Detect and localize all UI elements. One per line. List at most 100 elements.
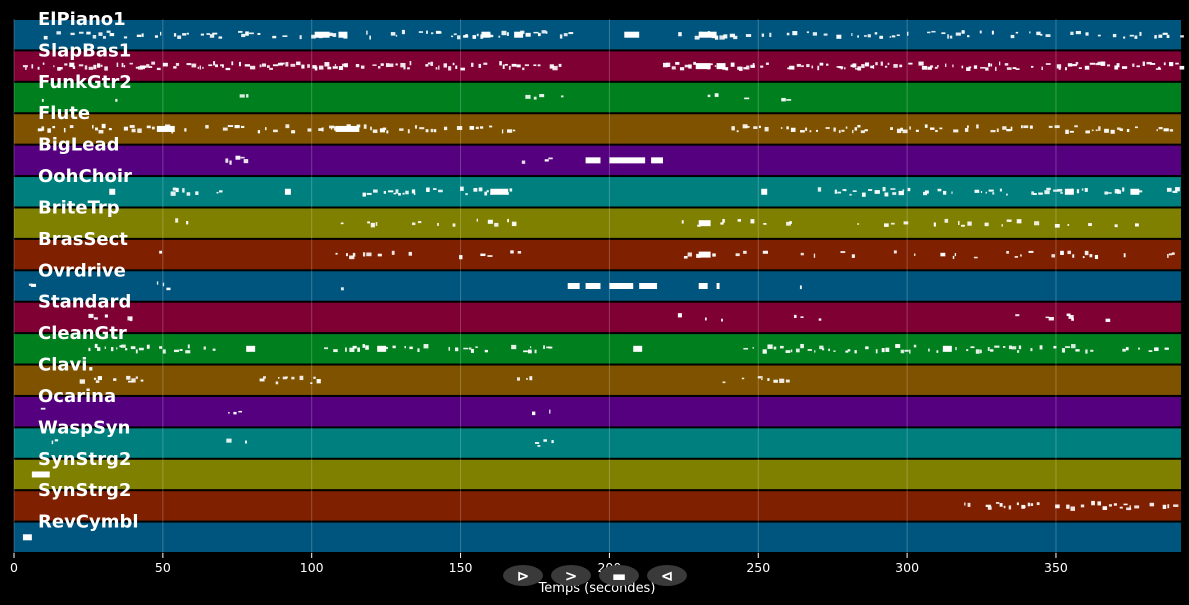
note (448, 346, 450, 351)
note (815, 129, 818, 132)
note (475, 126, 479, 130)
note (909, 126, 911, 130)
note (1029, 31, 1031, 34)
note (299, 35, 302, 40)
note (671, 66, 676, 70)
note-block (1064, 188, 1074, 195)
note (900, 349, 905, 354)
note (327, 66, 332, 70)
note (1055, 504, 1060, 509)
note (349, 255, 355, 260)
note (465, 34, 468, 38)
note (704, 317, 707, 321)
note (731, 126, 735, 131)
note (935, 129, 938, 133)
note (1155, 68, 1162, 70)
note (508, 65, 511, 70)
note (1065, 129, 1069, 134)
track-band (14, 114, 1181, 144)
note (280, 62, 285, 65)
note (1066, 313, 1071, 317)
note-block (314, 31, 330, 38)
note (980, 190, 983, 193)
track-notes (225, 155, 663, 165)
note (949, 35, 953, 39)
note (241, 33, 246, 38)
play-button[interactable]: ⊳ (503, 565, 543, 586)
note (460, 186, 464, 191)
note (30, 283, 37, 287)
note (1004, 63, 1009, 66)
note (955, 32, 961, 36)
note (329, 125, 335, 129)
note (263, 376, 266, 379)
note (872, 64, 875, 69)
note (1166, 34, 1170, 39)
note (233, 411, 237, 415)
track-notes (40, 407, 551, 416)
note (773, 379, 778, 383)
note (227, 125, 234, 127)
note-block (651, 157, 663, 164)
note (805, 127, 808, 131)
note (814, 350, 816, 353)
note (742, 124, 748, 129)
note (238, 61, 241, 67)
note (37, 66, 40, 70)
note (752, 63, 755, 68)
note (1071, 344, 1076, 349)
note (1070, 31, 1074, 36)
forward-button[interactable]: > (551, 565, 591, 586)
note (138, 347, 144, 351)
note (563, 33, 568, 37)
note (907, 187, 911, 192)
note (992, 192, 995, 195)
note (499, 61, 502, 66)
note (1134, 505, 1140, 509)
note (999, 503, 1003, 507)
note (106, 30, 111, 33)
stop-button[interactable]: ▬ (599, 565, 639, 586)
note (372, 64, 377, 66)
note (1045, 34, 1051, 37)
note (1112, 33, 1117, 38)
note (185, 350, 191, 354)
note (1058, 67, 1061, 70)
note (857, 35, 859, 38)
track-notes (41, 93, 792, 102)
note (1067, 63, 1073, 67)
note (92, 34, 97, 39)
note (560, 95, 564, 98)
note (1034, 221, 1040, 226)
note (1060, 192, 1063, 194)
note (1008, 345, 1012, 350)
note (395, 63, 398, 66)
note (741, 377, 745, 380)
note (864, 62, 870, 67)
note (208, 64, 213, 67)
note (999, 61, 1001, 66)
note (544, 159, 549, 162)
note (868, 189, 873, 191)
note (812, 32, 818, 36)
note (403, 66, 406, 70)
note (1030, 503, 1034, 506)
note (991, 30, 994, 35)
note (135, 349, 138, 354)
note (1100, 61, 1106, 66)
note (123, 126, 128, 131)
note (764, 126, 769, 132)
note (1139, 31, 1142, 36)
note (360, 65, 365, 69)
note (880, 61, 883, 66)
note (502, 64, 505, 69)
note (1031, 191, 1035, 195)
track-label: BrasSect (38, 229, 128, 250)
note (184, 128, 187, 132)
note (857, 124, 861, 128)
back-button[interactable]: ⊲ (647, 565, 687, 586)
note (1054, 125, 1060, 129)
note (1085, 349, 1088, 354)
note (411, 189, 416, 194)
note (525, 32, 531, 37)
